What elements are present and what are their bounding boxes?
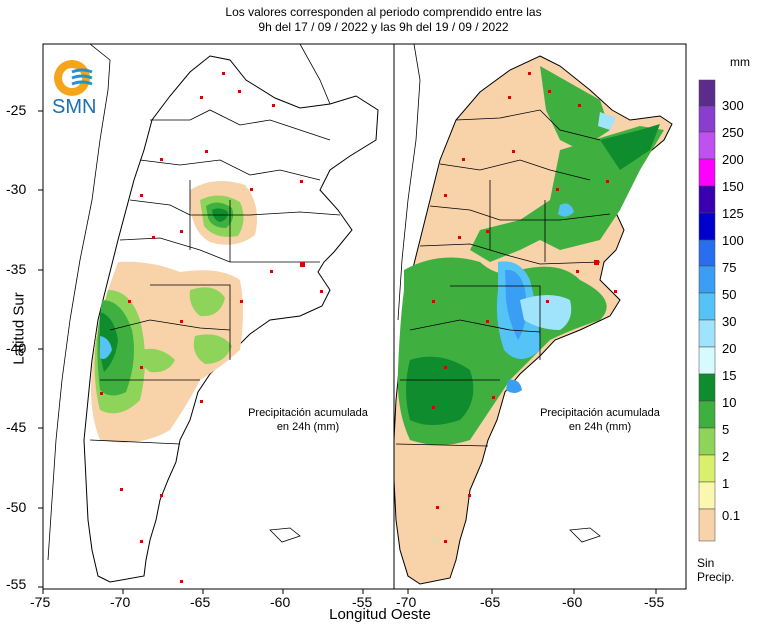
legend-label: 15 [722,368,737,383]
x-tick: -60 [270,594,291,610]
smn-logo-text: SMN [52,96,97,118]
x-tick: -55 [352,594,373,610]
x-tick: -75 [30,594,51,610]
x-tick: -65 [190,594,211,610]
x-axis-label: Longitud Oeste [329,606,431,623]
x-tick: -55 [644,594,665,610]
y-tick: -40 [6,340,27,356]
left-panel-caption: Precipitación acumulada en 24h (mm) [248,407,368,433]
right-panel-caption: Precipitación acumulada en 24h (mm) [540,407,660,433]
smn-logo [54,60,93,96]
legend-label: 20 [722,341,737,356]
legend-label: 1 [722,476,730,491]
right-map-panel [394,44,686,589]
legend-label: 10 [722,395,737,410]
y-tick: -30 [6,181,27,197]
map-title-line2: 9h del 17 / 09 / 2022 y las 9h del 19 / … [258,20,509,34]
x-tick: -70 [396,594,417,610]
legend-label: 30 [722,314,737,329]
legend-label: 2 [722,449,730,464]
x-tick: -60 [562,594,583,610]
legend-colorbar [698,79,716,542]
legend-label: 50 [722,287,737,302]
legend-label: 300 [722,98,744,113]
x-tick: -70 [110,594,131,610]
legend-label: 5 [722,422,730,437]
legend-label: 150 [722,179,744,194]
legend-label: 75 [722,260,737,275]
legend-label: 250 [722,125,744,140]
legend-label: 0.1 [722,508,741,523]
map-title-line1: Los valores corresponden al periodo comp… [225,5,542,19]
y-tick: -25 [6,102,27,118]
legend-label: 100 [722,233,744,248]
x-tick: -65 [480,594,501,610]
legend-label: 200 [722,152,744,167]
y-tick: -50 [6,499,27,515]
left-map-panel [43,44,394,589]
legend-label: 125 [722,206,744,221]
legend-unit: mm [730,55,750,69]
y-tick: -35 [6,261,27,277]
y-tick: -45 [6,419,27,435]
y-tick: -55 [6,576,27,592]
y-axis-label: Latitud Sur [10,292,28,365]
legend-no-precip-label: Sin Precip. [697,556,735,584]
